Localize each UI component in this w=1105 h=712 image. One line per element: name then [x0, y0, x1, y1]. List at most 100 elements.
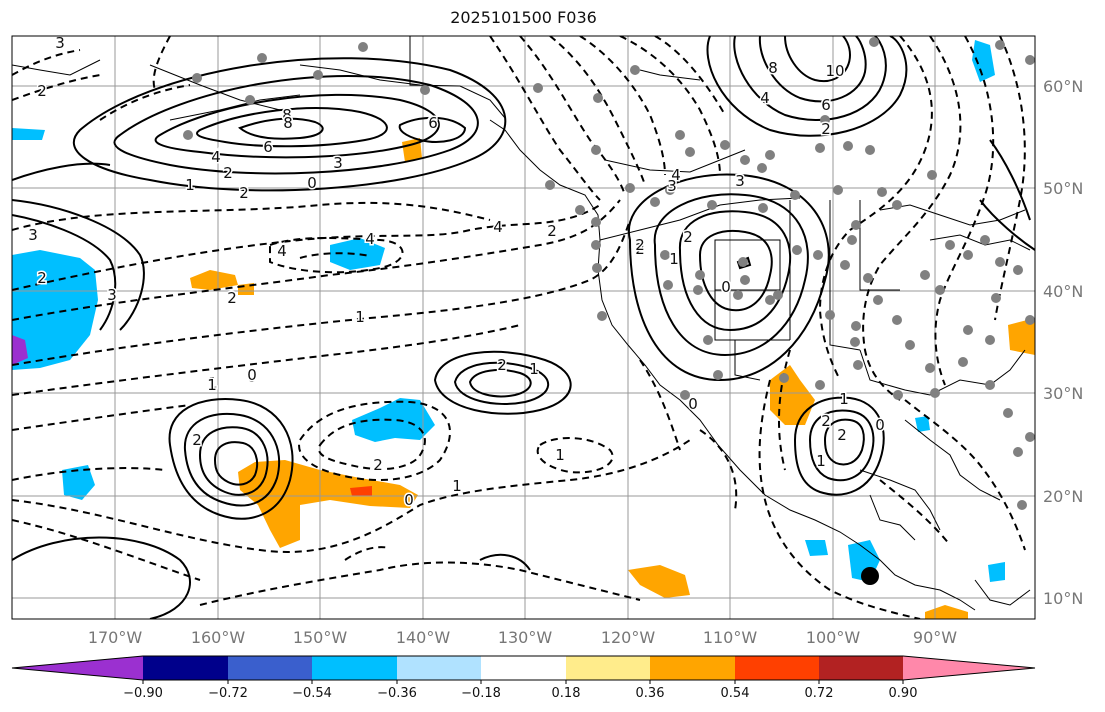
- contour-label: 2: [547, 222, 557, 240]
- colorbar-tick-label: 0.72: [805, 686, 834, 701]
- contour-label: 4: [671, 166, 681, 184]
- station-dots: [183, 37, 1035, 510]
- contour-label: 2: [192, 431, 202, 449]
- shade-orange-far-east: [1008, 318, 1035, 355]
- contour-label: 1: [355, 308, 365, 326]
- contour-label: 3: [333, 154, 343, 172]
- contour-label: 10: [825, 62, 844, 80]
- contour-label: 4: [277, 242, 287, 260]
- colorbar-segment: [228, 656, 312, 680]
- shade-blue-east2: [805, 540, 828, 556]
- contour-label: 1: [839, 390, 849, 408]
- colorbar-tick-label: 0.18: [552, 686, 581, 701]
- shade-blue-center1: [330, 238, 385, 270]
- colorbar-segment: [12, 656, 143, 680]
- colorbar-segment: [397, 656, 481, 680]
- contour-label: 0: [875, 416, 885, 434]
- contour-label: 6: [428, 114, 438, 132]
- contour-label: 8: [283, 114, 293, 132]
- lon-label: 170°W: [88, 628, 143, 647]
- contour-label: 0: [688, 395, 698, 413]
- shade-orange-bottom-right: [925, 605, 968, 619]
- contour-label: 0: [307, 174, 317, 192]
- contour-label: 2: [37, 82, 47, 100]
- lon-label: 120°W: [601, 628, 656, 647]
- colorbar-tick-label: −0.72: [208, 686, 248, 701]
- shaded-regions: [12, 40, 1035, 619]
- shade-blue-small1: [62, 465, 95, 500]
- lon-label: 160°W: [191, 628, 246, 647]
- colorbar-tick-label: −0.90: [123, 686, 163, 701]
- contour-label: 4: [493, 218, 503, 236]
- contour-label: 3: [667, 177, 677, 195]
- contour-label: 0: [721, 278, 731, 296]
- grid-lines: [12, 36, 1035, 619]
- colorbar-segment: [735, 656, 819, 680]
- dashed-contours: [12, 36, 1026, 619]
- contour-label: 2: [635, 240, 645, 258]
- lon-label: 100°W: [806, 628, 861, 647]
- map-frame: [11, 35, 1036, 620]
- colorbar-segment: [143, 656, 228, 680]
- contour-label: 1: [669, 250, 679, 268]
- highlight-dot: [861, 567, 879, 585]
- colorbar-tick-label: 0.90: [889, 686, 918, 701]
- contour-label: 3: [55, 34, 65, 52]
- contour-label: 1: [452, 477, 462, 495]
- contour-label: 1: [207, 374, 217, 392]
- lon-label: 140°W: [396, 628, 451, 647]
- colorbar-tick-label: 0.54: [721, 686, 750, 701]
- lat-label: 30°N: [1043, 384, 1083, 403]
- contour-label: 1: [555, 446, 565, 464]
- lon-label: 150°W: [293, 628, 348, 647]
- lat-label: 20°N: [1043, 487, 1083, 506]
- contour-label: 2: [683, 228, 693, 246]
- contour-label: 3: [735, 172, 745, 190]
- shade-blue-small-right2: [988, 562, 1005, 582]
- lat-label: 60°N: [1043, 77, 1083, 96]
- shade-orange-south: [628, 565, 690, 598]
- lat-label: 40°N: [1043, 282, 1083, 301]
- shade-blue-topright: [972, 40, 995, 82]
- contour-label: 3: [107, 286, 117, 304]
- contour-label: 4: [760, 89, 770, 107]
- shade-blue-center2: [352, 398, 435, 442]
- lat-label: 50°N: [1043, 179, 1083, 198]
- contour-label: 8: [768, 59, 778, 77]
- contour-label: 1: [816, 452, 826, 470]
- colorbar-segment: [312, 656, 397, 680]
- longitude-labels: 170°W 160°W 150°W 140°W 130°W 120°W 110°…: [88, 628, 957, 647]
- contour-label: 4: [365, 230, 375, 248]
- contour-label: 1: [207, 376, 217, 394]
- colorbar-tick-label: −0.36: [377, 686, 417, 701]
- colorbar-segment: [903, 656, 1035, 680]
- contour-label: 1: [529, 360, 539, 378]
- contour-label: 0: [247, 366, 257, 384]
- contour-label: 0: [404, 491, 414, 509]
- contour-label: 2: [227, 289, 237, 307]
- lat-label: 10°N: [1043, 589, 1083, 608]
- contour-label: 8: [282, 106, 292, 124]
- shade-orange-center: [238, 460, 418, 548]
- map-title: 2025101500 F036: [450, 8, 597, 27]
- contour-label: 6: [821, 96, 831, 114]
- shade-blue-small-right: [915, 416, 930, 432]
- colorbar-tick-label: −0.54: [292, 686, 332, 701]
- colorbar-tick-label: 0.36: [636, 686, 665, 701]
- latitude-labels: 60°N 50°N 40°N 30°N 20°N 10°N: [1043, 77, 1083, 608]
- shade-blue-topleft: [12, 128, 45, 140]
- colorbar-segment: [650, 656, 735, 680]
- shade-red-center: [350, 486, 372, 496]
- colorbar-segment: [566, 656, 650, 680]
- contour-label: 0: [248, 366, 258, 384]
- lon-label: 90°W: [913, 628, 957, 647]
- contour-label: 3: [28, 226, 38, 244]
- contour-label: 4: [211, 148, 221, 166]
- shade-purple-west: [12, 335, 28, 365]
- contour-label: 2: [821, 120, 831, 138]
- contour-label: 2: [373, 456, 383, 474]
- shade-orange-mexico: [770, 365, 815, 425]
- contour-label: 1: [208, 374, 218, 392]
- shade-orange-small1: [190, 270, 238, 290]
